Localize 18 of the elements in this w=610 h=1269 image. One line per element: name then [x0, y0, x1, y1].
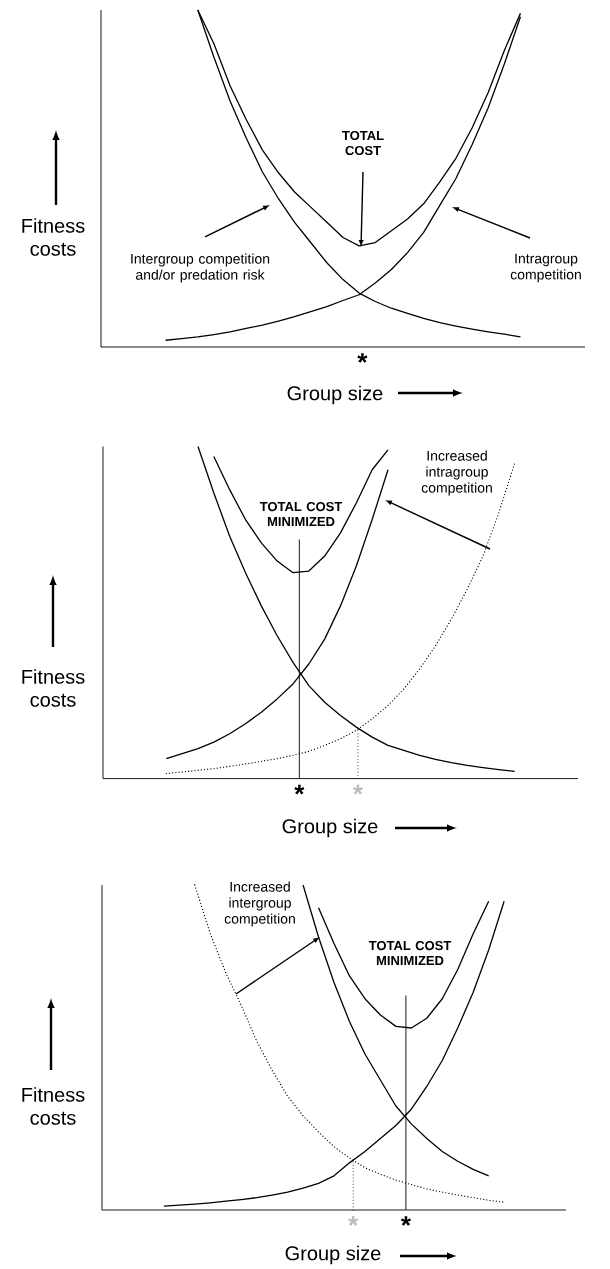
x-axis-title: Group size: [282, 818, 378, 838]
x-axis-title: Group size: [285, 1245, 381, 1265]
x-axis-title: Group size: [287, 385, 383, 405]
y-axis-title: Fitness costs: [22, 1087, 85, 1125]
annotation: TOTAL COST MINIMIZED: [259, 501, 343, 527]
text: *: [348, 1216, 359, 1226]
text: *: [357, 353, 368, 363]
text: *: [400, 1216, 411, 1226]
annotation: TOTAL COST MINIMIZED: [368, 940, 452, 966]
annotation: Intragroup competition: [510, 253, 581, 283]
y-axis-title: Fitness costs: [22, 218, 85, 256]
text: *: [352, 784, 363, 795]
annotation: Increased intragroup competition: [421, 450, 492, 496]
annotation: Intergroup competition and/or predation risk: [131, 253, 270, 283]
annotation: Increased intergroup competition: [224, 881, 295, 927]
annotation: TOTAL COST: [342, 130, 384, 156]
y-axis-title: Fitness costs: [22, 669, 85, 707]
text: *: [294, 784, 305, 795]
